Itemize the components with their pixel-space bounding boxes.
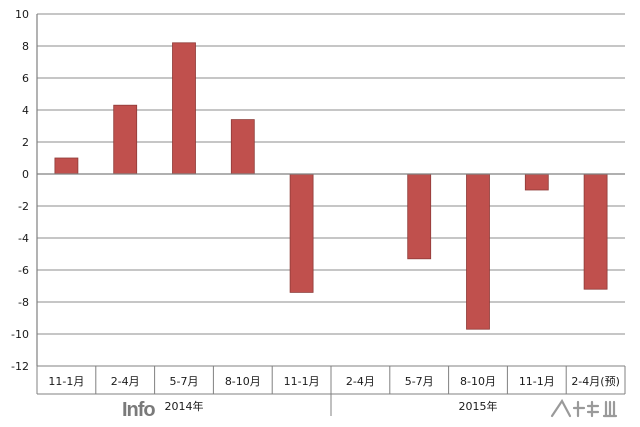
y-tick-label: 4 bbox=[22, 104, 29, 117]
bar bbox=[407, 173, 432, 260]
y-tick-label: 6 bbox=[22, 72, 29, 85]
bar bbox=[54, 157, 79, 175]
axis-lines bbox=[36, 14, 626, 416]
bar bbox=[583, 173, 608, 290]
y-tick-label: -10 bbox=[11, 328, 29, 341]
x-tick-label: 8-10月 bbox=[460, 375, 496, 388]
bar bbox=[230, 119, 255, 175]
x-axis-group-labels: 2014年 2015年 bbox=[165, 399, 498, 413]
bars bbox=[54, 42, 608, 330]
y-tick-label: -12 bbox=[11, 360, 29, 373]
y-tick-label: 0 bbox=[22, 168, 29, 181]
bar bbox=[289, 173, 314, 293]
y-tick-label: -8 bbox=[18, 296, 29, 309]
y-tick-label: -2 bbox=[18, 200, 29, 213]
y-tick-label: -4 bbox=[18, 232, 29, 245]
x-tick-label: 2-4月 bbox=[346, 375, 375, 388]
y-tick-label: 8 bbox=[22, 40, 29, 53]
x-group-label: 2014年 bbox=[165, 399, 204, 413]
bar bbox=[113, 104, 138, 175]
y-axis-tick-labels: 10 8 6 4 2 0 -2 -4 -6 -8 -10 -12 bbox=[11, 8, 29, 373]
x-tick-label: 11-1月 bbox=[48, 375, 84, 388]
y-tick-label: 10 bbox=[15, 8, 29, 21]
x-axis-tick-labels: 11-1月 2-4月 5-7月 8-10月 11-1月 2-4月 5-7月 8-10月 11-1… bbox=[48, 375, 619, 388]
y-tick-label: -6 bbox=[18, 264, 29, 277]
x-tick-label: 5-7月 bbox=[170, 375, 199, 388]
x-tick-label: 11-1月 bbox=[519, 375, 555, 388]
x-tick-label: 2-4月(预) bbox=[571, 375, 620, 388]
x-group-label: 2015年 bbox=[459, 399, 498, 413]
bar bbox=[172, 42, 196, 175]
watermark-site-logo bbox=[550, 398, 618, 418]
x-tick-label: 2-4月 bbox=[111, 375, 140, 388]
x-tick-label: 8-10月 bbox=[225, 375, 261, 388]
x-tick-label: 5-7月 bbox=[405, 375, 434, 388]
bar bbox=[524, 173, 549, 191]
y-tick-label: 2 bbox=[22, 136, 29, 149]
x-tick-label: 11-1月 bbox=[284, 375, 320, 388]
watermark-info: Info bbox=[122, 399, 156, 421]
bar bbox=[466, 173, 490, 330]
